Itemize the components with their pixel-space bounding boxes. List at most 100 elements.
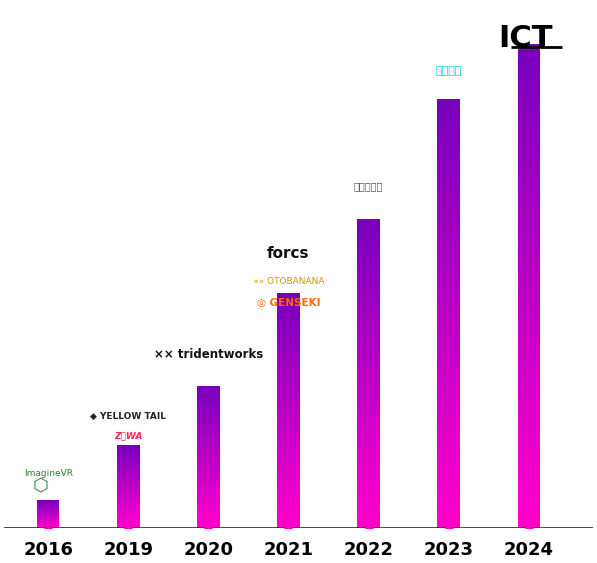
Bar <box>438 227 460 230</box>
Bar <box>438 236 460 238</box>
Bar <box>438 504 460 506</box>
Bar <box>518 438 540 441</box>
Bar <box>438 163 460 166</box>
Bar <box>358 373 380 374</box>
Bar <box>518 177 540 180</box>
Bar <box>438 453 460 455</box>
Bar <box>518 303 540 305</box>
Bar <box>518 329 540 332</box>
Bar <box>438 457 460 459</box>
Bar <box>518 204 540 206</box>
Bar <box>518 414 540 417</box>
Bar <box>277 447 300 448</box>
Bar <box>438 498 460 500</box>
Bar <box>518 291 540 293</box>
Bar <box>518 363 540 365</box>
Bar <box>518 97 540 100</box>
Bar <box>518 501 540 503</box>
Bar <box>438 418 460 421</box>
Text: ZスWA: ZスWA <box>114 431 143 440</box>
Bar <box>518 117 540 119</box>
Bar <box>358 415 380 417</box>
Bar <box>358 483 380 484</box>
Bar <box>358 277 380 279</box>
Bar <box>358 242 380 243</box>
Bar <box>277 466 300 467</box>
Bar <box>518 111 540 114</box>
Bar <box>277 386 300 387</box>
Bar <box>358 367 380 368</box>
Bar <box>358 393 380 395</box>
Bar <box>518 180 540 182</box>
Bar <box>358 320 380 322</box>
Bar <box>518 462 540 465</box>
Bar <box>197 492 220 493</box>
Bar <box>518 361 540 363</box>
Bar <box>358 434 380 435</box>
Bar <box>358 446 380 447</box>
Bar <box>438 135 460 137</box>
Bar <box>277 502 300 503</box>
Bar <box>438 180 460 182</box>
Bar <box>277 433 300 434</box>
Bar <box>277 388 300 390</box>
Bar <box>277 396 300 397</box>
Bar <box>438 187 460 189</box>
Bar <box>277 423 300 425</box>
Bar <box>197 517 220 518</box>
Bar <box>358 372 380 373</box>
Bar <box>438 193 460 195</box>
Bar <box>358 409 380 410</box>
Bar <box>438 334 460 337</box>
Bar <box>518 182 540 184</box>
Bar <box>197 408 220 409</box>
Bar <box>197 388 220 389</box>
Bar <box>518 499 540 501</box>
Bar <box>277 459 300 461</box>
Bar <box>277 517 300 519</box>
Bar <box>518 395 540 397</box>
Bar <box>277 456 300 457</box>
Bar <box>358 384 380 386</box>
Bar <box>197 407 220 408</box>
Bar <box>358 337 380 339</box>
Bar <box>277 376 300 377</box>
Bar <box>197 463 220 464</box>
Bar <box>358 457 380 458</box>
Bar <box>438 397 460 399</box>
Bar <box>518 228 540 230</box>
Bar <box>277 457 300 458</box>
Bar <box>277 472 300 473</box>
Bar <box>277 412 300 413</box>
Bar <box>438 247 460 249</box>
Bar <box>358 330 380 332</box>
Bar <box>358 233 380 234</box>
Bar <box>358 302 380 303</box>
Bar <box>277 415 300 417</box>
Bar <box>277 364 300 365</box>
Bar <box>438 463 460 466</box>
Bar <box>358 404 380 405</box>
Bar <box>358 399 380 401</box>
Bar <box>197 483 220 484</box>
Bar <box>197 481 220 482</box>
Bar <box>438 412 460 414</box>
Bar <box>197 417 220 418</box>
Bar <box>197 448 220 449</box>
Bar <box>277 381 300 382</box>
Bar <box>358 314 380 316</box>
Bar <box>438 474 460 476</box>
Bar <box>518 119 540 122</box>
Bar <box>277 526 300 528</box>
Bar <box>197 450 220 451</box>
Bar <box>518 387 540 390</box>
Bar <box>197 453 220 454</box>
Bar <box>277 380 300 381</box>
Bar <box>518 105 540 107</box>
Bar <box>438 444 460 446</box>
Bar <box>197 498 220 499</box>
Bar <box>277 471 300 472</box>
Bar <box>438 122 460 124</box>
Bar <box>518 344 540 346</box>
Bar <box>358 412 380 413</box>
